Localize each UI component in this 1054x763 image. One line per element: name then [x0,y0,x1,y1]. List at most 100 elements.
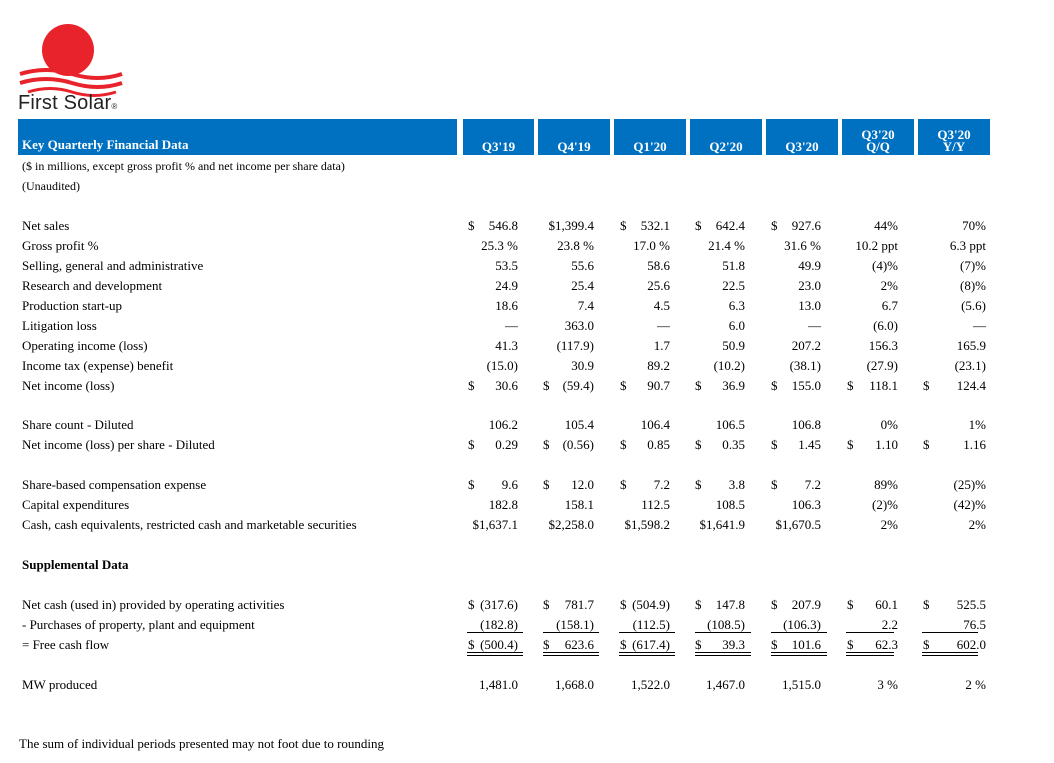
table-cell: 0.29 [495,437,518,452]
table-row: Share-based compensation expense $9.6 $12.… [0,475,1054,495]
table-cell: 4.5 [653,298,670,313]
currency-symbol: $ [620,477,627,492]
currency-symbol: $ [771,477,778,492]
currency-symbol: $ [543,378,550,393]
table-cell: (108.5) [707,617,745,632]
table-row: Net sales $546.8 $1,399.4 $532.1 $642.4 $927.… [0,216,1054,236]
table-cell: $1,399.4 [548,218,595,233]
column-header: Q1'20 [614,119,686,155]
total-line [771,652,827,656]
row-label: Income tax (expense) benefit [22,358,174,373]
table-cell: 0.85 [647,437,670,452]
table-cell: 108.5 [715,497,745,512]
table-row: - Purchases of property, plant and equip… [0,615,1054,635]
table-cell: 30.6 [495,378,518,393]
table-cell: 62.3 [875,637,898,652]
table-cell: 30.9 [571,358,594,373]
column-header: Q3'20 Q/Q [842,119,914,155]
table-cell: 0.35 [722,437,745,452]
currency-symbol: $ [620,218,627,233]
table-cell: 7.2 [653,477,670,492]
table-cell: 1.16 [963,437,986,452]
table-cell: (25)% [953,477,987,492]
table-cell: 0% [880,417,898,432]
table-cell: 70% [962,218,986,233]
row-label: Share count - Diluted [22,417,134,432]
row-label: Operating income (loss) [22,338,148,353]
table-row: Net income (loss) $30.6 $ (59.4) $90.7 $36.9 $… [0,376,1054,396]
table-cell: 124.4 [956,378,986,393]
currency-symbol: $ [468,218,475,233]
total-line [695,652,751,656]
table-cell: 2.2 [881,617,898,632]
table-cell: 58.6 [647,258,670,273]
table-cell: (117.9) [556,338,594,353]
table-row: Share count - Diluted 106.2 105.4 106.4 106.… [0,415,1054,435]
table-title: Key Quarterly Financial Data [18,119,457,155]
currency-symbol: $ [695,597,702,612]
currency-symbol: $ [620,437,627,452]
table-row: Gross profit % 25.3 % 23.8 % 17.0 % 21.4 % 31… [0,236,1054,256]
table-cell: 6.3 [728,298,745,313]
table-row: Production start-up 18.6 7.4 4.5 6.3 13.0 6.7 (… [0,296,1054,316]
table-cell: (23.1) [954,358,986,373]
currency-symbol: $ [543,637,550,652]
row-label: Share-based compensation expense [22,477,207,492]
table-cell: 39.3 [722,637,745,652]
table-cell: (6.0) [873,318,898,333]
currency-symbol: $ [468,477,475,492]
currency-symbol: $ [771,378,778,393]
table-cell: 182.8 [488,497,518,512]
table-cell: 623.6 [564,637,594,652]
table-cell: 53.5 [495,258,518,273]
table-cell: (617.4) [632,637,670,652]
table-cell: (106.3) [783,617,821,632]
table-cell: (0.56) [562,437,594,452]
table-cell: 642.4 [715,218,745,233]
table-cell: (158.1) [556,617,594,632]
table-cell: 781.7 [564,597,594,612]
table-cell: 105.4 [564,417,594,432]
table-cell: 6.3 ppt [949,238,986,253]
subtotal-line [846,632,894,633]
subtotal-line [467,632,523,633]
currency-symbol: $ [695,218,702,233]
table-cell: 927.6 [791,218,821,233]
table-cell: (38.1) [789,358,821,373]
subtotal-line [619,632,675,633]
sun-icon [42,24,94,76]
table-cell: $2,258.0 [548,517,595,532]
table-row: Operating income (loss) 41.3 (117.9) 1.7 50.… [0,336,1054,356]
row-label: Cash, cash equivalents, restricted cash … [22,517,357,532]
table-cell: (15.0) [486,358,518,373]
table-cell: 51.8 [722,258,745,273]
table-cell: 3 % [877,677,898,692]
table-cell: 1.7 [653,338,670,353]
table-cell: (10.2) [713,358,745,373]
waves-icon [19,68,123,97]
currency-symbol: $ [543,597,550,612]
table-cell: 1,522.0 [631,677,670,692]
table-cell: 25.3 % [481,238,518,253]
table-cell: 13.0 [798,298,821,313]
table-cell: 106.8 [791,417,821,432]
table-cell: 1.10 [875,437,898,452]
currency-symbol: $ [620,597,627,612]
table-cell: 7.4 [577,298,594,313]
currency-symbol: $ [771,637,778,652]
table-row: Litigation loss — 363.0 — 6.0 — (6.0) — [0,316,1054,336]
table-cell: (112.5) [632,617,670,632]
table-cell: 165.9 [956,338,986,353]
currency-symbol: $ [847,637,854,652]
row-label: Net income (loss) [22,378,115,393]
table-cell: 106.5 [715,417,745,432]
currency-symbol: $ [695,437,702,452]
table-cell: 6.7 [881,298,898,313]
table-row: Research and development 24.9 25.4 25.6 22.5… [0,276,1054,296]
table-cell: 7.2 [804,477,821,492]
table-cell: — [505,318,518,333]
row-label: Gross profit % [22,238,99,253]
table-row: Selling, general and administrative 53.5 5… [0,256,1054,276]
row-label: Selling, general and administrative [22,258,204,273]
table-cell: 17.0 % [633,238,670,253]
